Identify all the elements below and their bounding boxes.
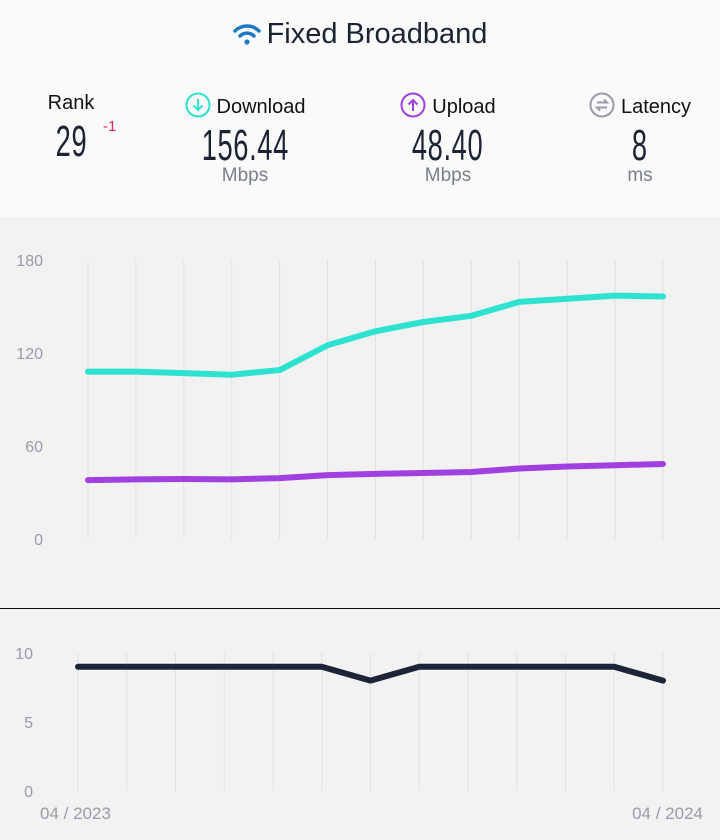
latency-line [75,663,666,684]
latency-circle-icon [589,92,615,118]
y-tick-label: 0 [24,784,33,801]
download-value: 156.44 [201,121,289,170]
metric-download: Download 156.44 Mbps [170,92,320,187]
y-tick-label: 10 [15,646,33,663]
y-tick-label: 5 [24,715,33,732]
rank-change: -1 [103,118,117,135]
wifi-icon [232,24,261,45]
x-tick-label: 04 / 2023 [40,804,111,823]
upload-line [85,460,666,484]
header: Fixed Broadband Rank 29 -1 Download 156.… [0,0,720,217]
upload-value: 48.40 [412,121,484,170]
page-title: Fixed Broadband [0,18,720,51]
download-label: Download [216,96,306,118]
upload-label: Upload [432,96,496,118]
metric-latency: Latency 8 ms [580,92,700,187]
arrow-down-circle-icon [185,92,211,118]
rank-label: Rank [47,92,95,114]
y-tick-label: 180 [16,253,43,270]
download-unit: Mbps [221,165,269,186]
download-line [85,292,666,378]
arrow-up-circle-icon [400,92,426,118]
latency-chart: 0 5 10 04 / 2023 04 / 2024 [15,646,703,823]
metric-upload: Upload 48.40 Mbps [388,92,508,187]
y-tick-label: 0 [34,532,43,549]
title-text: Fixed Broadband [266,18,488,50]
rank-value: 29 [55,117,87,166]
x-tick-label: 04 / 2024 [632,804,703,823]
latency-unit: ms [627,165,653,186]
upload-unit: Mbps [424,165,472,186]
metric-rank: Rank 29 [30,92,112,167]
y-tick-label: 120 [16,346,43,363]
latency-value: 8 [632,121,648,170]
chart-divider [0,608,720,609]
latency-label: Latency [620,96,692,118]
speed-chart: 0 60 120 180 [16,253,666,549]
y-tick-label: 60 [25,439,43,456]
